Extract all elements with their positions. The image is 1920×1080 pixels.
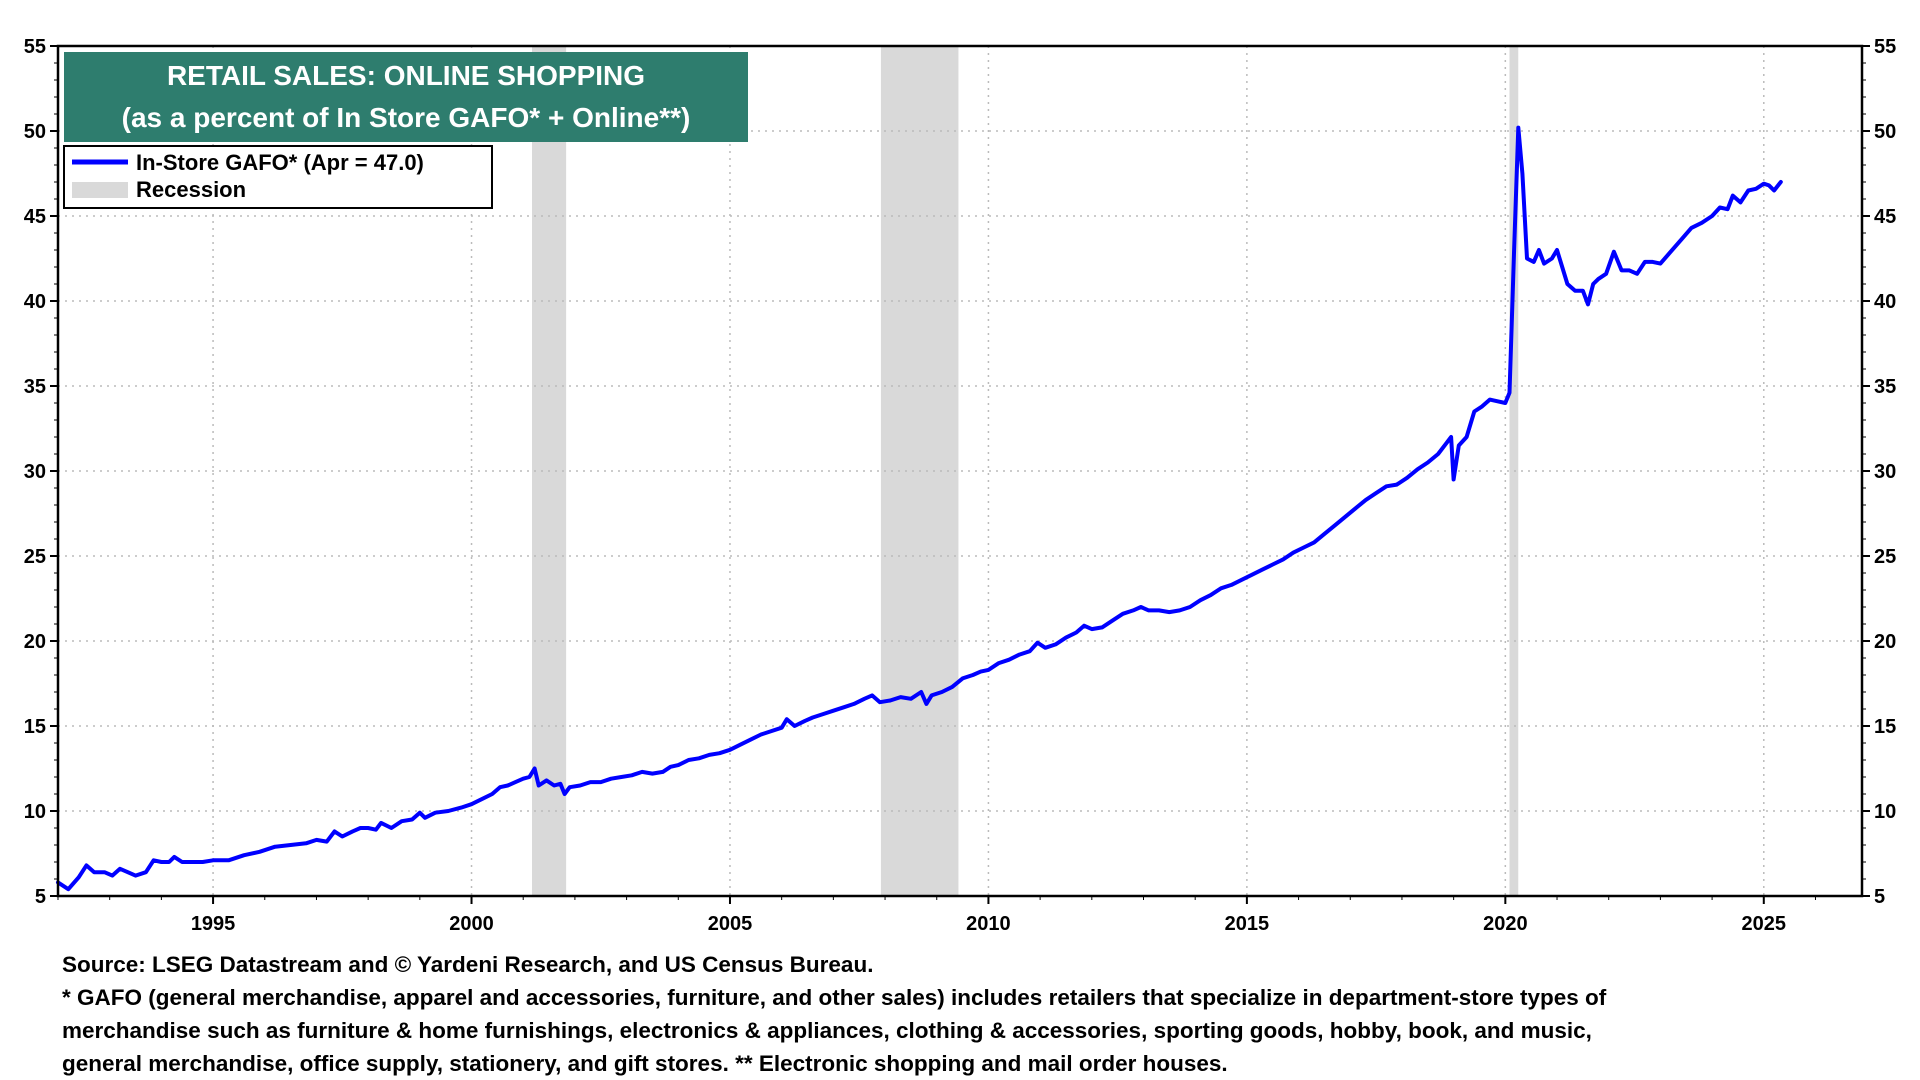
y-tick-label-left: 30 [24,461,46,483]
x-tick-label: 1995 [191,913,236,935]
y-tick-label-right: 25 [1874,546,1896,568]
chart-subtitle: (as a percent of In Store GAFO* + Online… [122,102,691,133]
y-tick-label-left: 15 [24,716,46,738]
series-line-0 [56,125,1783,892]
title-box: RETAIL SALES: ONLINE SHOPPING (as a perc… [64,52,748,142]
y-tick-label-left: 35 [24,376,46,398]
y-axis-right: 5 10 15 20 25 30 35 40 45 50 55 [1862,36,1896,908]
x-tick-label: 2005 [708,913,753,935]
y-tick-label-left: 5 [35,886,46,908]
y-tick-label-right: 20 [1874,631,1896,653]
y-axis-left: 5 10 15 20 25 30 35 40 45 50 55 [24,36,58,908]
y-tick-label-right: 45 [1874,206,1896,228]
y-tick-label-right: 5 [1874,886,1885,908]
x-tick-label: 2000 [449,913,494,935]
plot-frame [56,44,1864,898]
y-tick-label-left: 20 [24,631,46,653]
series-layer [56,125,1783,892]
y-tick-label-right: 55 [1874,36,1896,58]
legend-recession-swatch [72,182,128,198]
legend: In-Store GAFO* (Apr = 47.0) Recession [63,145,493,209]
y-tick-label-left: 45 [24,206,46,228]
y-tick-label-left: 10 [24,801,46,823]
chart-title: RETAIL SALES: ONLINE SHOPPING [167,60,645,91]
y-tick-label-left: 40 [24,291,46,313]
source-note: Source: LSEG Datastream and © Yardeni Re… [62,952,874,977]
gafo-note-line-3: general merchandise, office supply, stat… [62,1051,1228,1076]
y-tick-label-right: 10 [1874,801,1896,823]
y-tick-label-right: 30 [1874,461,1896,483]
y-tick-label-right: 15 [1874,716,1896,738]
footnotes: Source: LSEG Datastream and © Yardeni Re… [62,948,1902,1080]
y-tick-label-right: 50 [1874,121,1896,143]
legend-box [63,145,493,209]
x-tick-label: 2010 [966,913,1011,935]
x-tick-label: 2025 [1742,913,1787,935]
x-tick-label: 2020 [1483,913,1528,935]
gafo-note-line-2: merchandise such as furniture & home fur… [62,1018,1592,1043]
recession-band-2 [1509,46,1519,896]
y-tick-label-left: 25 [24,546,46,568]
x-tick-label: 2015 [1225,913,1270,935]
y-tick-label-left: 55 [24,36,46,58]
gafo-note-line-1: * GAFO (general merchandise, apparel and… [62,985,1607,1010]
legend-label-series: In-Store GAFO* (Apr = 47.0) [136,150,424,175]
y-tick-label-right: 35 [1874,376,1896,398]
legend-label-recession: Recession [136,177,246,202]
title-background [64,52,748,142]
y-tick-label-left: 50 [24,121,46,143]
y-tick-label-right: 40 [1874,291,1896,313]
x-axis: 1995 2000 2005 2010 2015 2020 2025 [57,896,1816,935]
